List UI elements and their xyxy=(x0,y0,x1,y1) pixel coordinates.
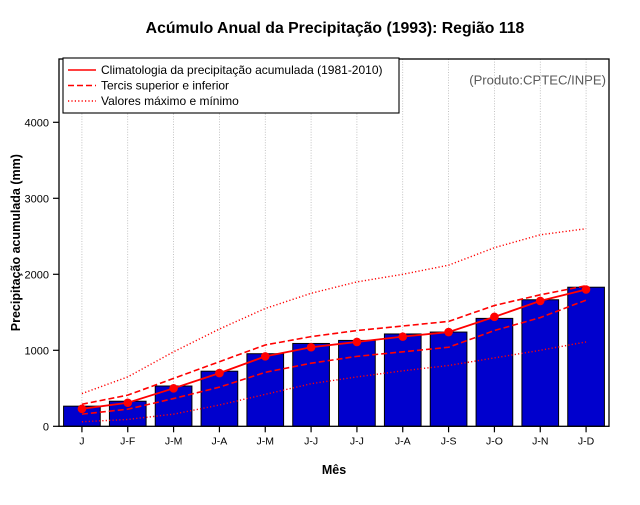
svg-text:(Produto:CPTEC/INPE): (Produto:CPTEC/INPE) xyxy=(469,73,606,88)
svg-text:J-J: J-J xyxy=(350,435,364,447)
svg-text:J-D: J-D xyxy=(578,435,595,447)
svg-text:Precipitação acumulada (mm): Precipitação acumulada (mm) xyxy=(9,154,23,331)
svg-text:J-A: J-A xyxy=(395,435,411,447)
svg-text:J-N: J-N xyxy=(532,435,548,447)
svg-text:J-J: J-J xyxy=(304,435,318,447)
svg-text:J-S: J-S xyxy=(441,435,457,447)
svg-text:Mês: Mês xyxy=(322,463,346,477)
svg-text:J-M: J-M xyxy=(165,435,183,447)
svg-text:0: 0 xyxy=(43,421,49,433)
svg-text:3000: 3000 xyxy=(25,193,49,205)
svg-text:J-F: J-F xyxy=(120,435,135,447)
svg-text:Tercis superior e inferior: Tercis superior e inferior xyxy=(101,79,229,93)
svg-text:Valores máximo e mínimo: Valores máximo e mínimo xyxy=(101,94,239,108)
svg-text:1000: 1000 xyxy=(25,345,49,357)
svg-text:4000: 4000 xyxy=(25,117,49,129)
svg-text:J-A: J-A xyxy=(212,435,228,447)
svg-text:2000: 2000 xyxy=(25,269,49,281)
svg-text:J-M: J-M xyxy=(257,435,275,447)
svg-text:Climatologia da precipitação a: Climatologia da precipitação acumulada (… xyxy=(101,63,383,77)
svg-text:Acúmulo Anual da Precipitação: Acúmulo Anual da Precipitação (1993): Re… xyxy=(146,20,525,37)
svg-text:J: J xyxy=(79,435,84,447)
svg-text:J-O: J-O xyxy=(486,435,503,447)
